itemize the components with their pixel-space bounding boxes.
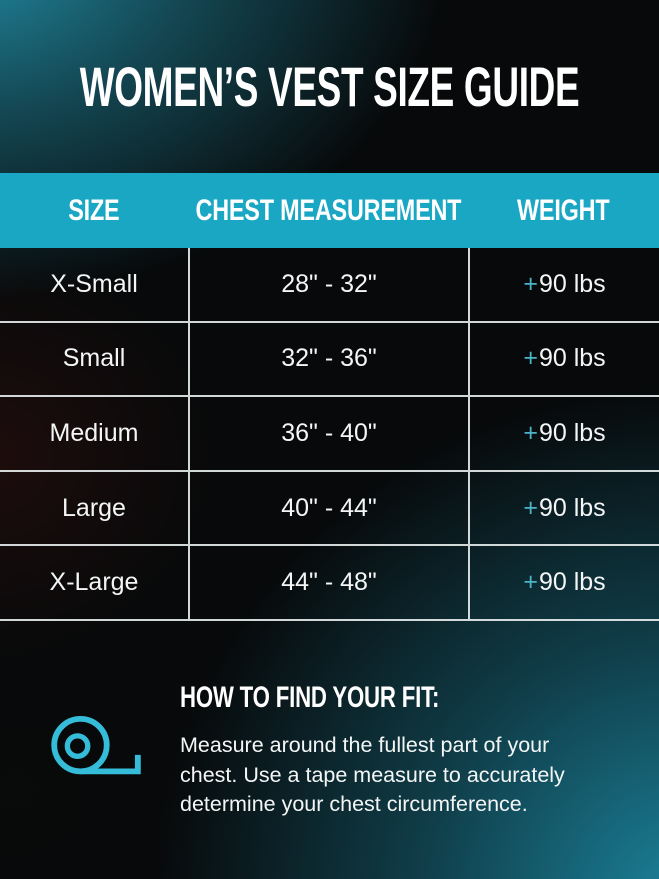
column-header-chest: CHEST MEASUREMENT (188, 173, 468, 248)
weight-plus: + (523, 269, 538, 298)
weight-cell: +90 lbs (468, 397, 659, 470)
fit-section: HOW TO FIND YOUR FIT: Measure around the… (0, 621, 659, 820)
fit-text-block: HOW TO FIND YOUR FIT: Measure around the… (180, 681, 585, 820)
page-title: WOMEN’S VEST SIZE GUIDE (79, 54, 580, 118)
chest-cell: 32" - 36" (188, 322, 468, 396)
weight-plus: + (523, 418, 538, 447)
fit-heading: HOW TO FIND YOUR FIT: (180, 680, 440, 714)
column-header-weight: WEIGHT (468, 173, 659, 248)
size-cell: X-Large (49, 568, 139, 597)
weight-value: 90 lbs (538, 568, 606, 597)
fit-description: Measure around the fullest part of your … (180, 732, 565, 817)
chest-cell: 44" - 48" (188, 546, 468, 619)
weight-value: 90 lbs (538, 493, 606, 522)
size-cell: Medium (49, 418, 139, 447)
table-row: Medium 36" - 40" +90 lbs (0, 397, 659, 472)
weight-value: 90 lbs (538, 418, 606, 447)
column-header-size-label: SIZE (68, 193, 120, 227)
chest-cell: 28" - 32" (188, 248, 468, 321)
column-header-chest-label: CHEST MEASUREMENT (195, 193, 461, 227)
column-header-weight-label: WEIGHT (517, 193, 610, 227)
size-cell: Large (62, 493, 126, 522)
table-row: Large 40" - 44" +90 lbs (0, 471, 659, 547)
weight-value: 90 lbs (538, 344, 606, 373)
title-band: WOMEN’S VEST SIZE GUIDE (0, 0, 659, 173)
weight-plus: + (523, 568, 538, 597)
table-row: X-Small 28" - 32" +90 lbs (0, 248, 659, 323)
weight-cell: +90 lbs (468, 322, 659, 396)
tape-measure-icon (50, 714, 144, 789)
size-cell: X-Small (50, 269, 138, 298)
weight-plus: + (523, 344, 538, 373)
size-cell: Small (62, 344, 126, 373)
table-body: X-Small 28" - 32" +90 lbs Small 32" - 36… (0, 248, 659, 621)
table-row: X-Large 44" - 48" +90 lbs (0, 546, 659, 621)
weight-cell: +90 lbs (468, 546, 659, 619)
weight-plus: + (523, 493, 538, 522)
weight-cell: +90 lbs (468, 248, 659, 321)
weight-cell: +90 lbs (468, 471, 659, 545)
table-row: Small 32" - 36" +90 lbs (0, 322, 659, 398)
size-table: SIZE CHEST MEASUREMENT WEIGHT X-Small 28… (0, 173, 659, 621)
chest-cell: 36" - 40" (188, 397, 468, 470)
column-header-size: SIZE (0, 173, 188, 248)
chest-cell: 40" - 44" (188, 471, 468, 545)
table-header-row: SIZE CHEST MEASUREMENT WEIGHT (0, 173, 659, 248)
weight-value: 90 lbs (538, 269, 606, 298)
